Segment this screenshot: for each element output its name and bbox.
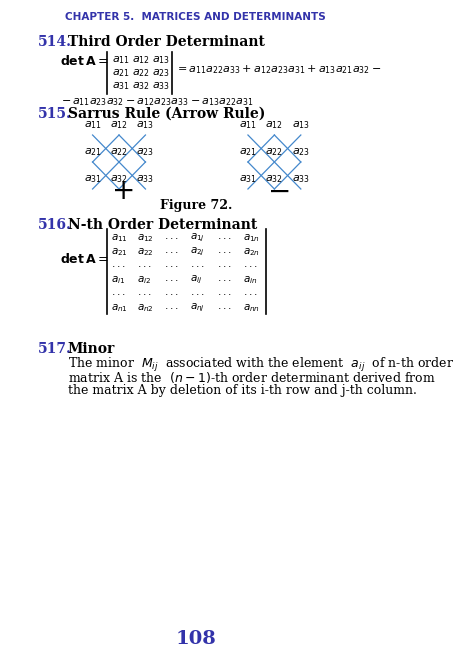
Text: $...$: $...$ [111,288,126,297]
Text: $...$: $...$ [111,260,126,269]
Text: $a_{22}$: $a_{22}$ [137,246,154,258]
Text: $...$: $...$ [164,260,179,269]
Text: $...$: $...$ [217,246,231,255]
Text: The minor  $M_{ij}$  associated with the element  $a_{ij}$  of n-th order: The minor $M_{ij}$ associated with the e… [68,356,454,374]
Text: $a_{13}$: $a_{13}$ [137,119,155,131]
Text: $a_{in}$: $a_{in}$ [243,274,257,286]
Text: $...$: $...$ [217,302,231,311]
Text: $a_{nj}$: $a_{nj}$ [190,302,205,314]
Text: $a_{21}$: $a_{21}$ [111,246,128,258]
Text: $...$: $...$ [217,274,231,283]
Text: Figure 72.: Figure 72. [160,199,232,212]
Text: $a_{13}$: $a_{13}$ [152,54,170,66]
Text: $a_{1n}$: $a_{1n}$ [243,232,260,244]
Text: $a_{23}$: $a_{23}$ [292,146,310,158]
Text: $...$: $...$ [164,302,179,311]
Text: Third Order Determinant: Third Order Determinant [68,35,264,49]
Text: $a_{21}$: $a_{21}$ [239,146,257,158]
Text: 516.: 516. [38,218,72,232]
Text: $= a_{11}a_{22}a_{33} + a_{12}a_{23}a_{31} + a_{13}a_{21}a_{32} -$: $= a_{11}a_{22}a_{33} + a_{12}a_{23}a_{3… [175,63,382,76]
Text: $a_{22}$: $a_{22}$ [110,146,128,158]
Text: $...$: $...$ [164,274,179,283]
Text: $a_{33}$: $a_{33}$ [152,80,170,92]
Text: $a_{22}$: $a_{22}$ [132,67,150,79]
Text: CHAPTER 5.  MATRICES AND DETERMINANTS: CHAPTER 5. MATRICES AND DETERMINANTS [65,12,326,22]
Text: $a_{n1}$: $a_{n1}$ [111,302,128,314]
Text: $a_{n2}$: $a_{n2}$ [137,302,154,314]
Text: $a_{32}$: $a_{32}$ [132,80,150,92]
Text: $a_{23}$: $a_{23}$ [152,67,170,79]
Text: Minor: Minor [68,342,115,356]
Text: $a_{2j}$: $a_{2j}$ [190,246,205,259]
Text: $+$: $+$ [111,178,134,205]
Text: $a_{nn}$: $a_{nn}$ [243,302,260,314]
Text: $a_{31}$: $a_{31}$ [239,174,257,185]
Text: $a_{23}$: $a_{23}$ [137,146,155,158]
Text: $a_{1j}$: $a_{1j}$ [190,232,205,245]
Text: $...$: $...$ [164,246,179,255]
Text: $a_{11}$: $a_{11}$ [83,119,101,131]
Text: 515.: 515. [38,107,72,121]
Text: $a_{i2}$: $a_{i2}$ [137,274,151,286]
Text: $a_{33}$: $a_{33}$ [137,174,155,185]
Text: $...$: $...$ [137,288,152,297]
Text: $a_{i1}$: $a_{i1}$ [111,274,125,286]
Text: $...$: $...$ [164,288,179,297]
Text: 108: 108 [175,630,216,648]
Text: N-th Order Determinant: N-th Order Determinant [68,218,257,232]
Text: 514.: 514. [38,35,72,49]
Text: $a_{11}$: $a_{11}$ [112,54,130,66]
Text: $...$: $...$ [190,288,205,297]
Text: Sarrus Rule (Arrow Rule): Sarrus Rule (Arrow Rule) [68,107,265,121]
Text: $a_{32}$: $a_{32}$ [110,174,128,185]
Text: $a_{21}$: $a_{21}$ [112,67,130,79]
Text: matrix A is the  $(n-1)$-th order determinant derived from: matrix A is the $(n-1)$-th order determi… [68,370,436,385]
Text: $...$: $...$ [137,260,152,269]
Text: $a_{32}$: $a_{32}$ [265,174,283,185]
Text: $a_{12}$: $a_{12}$ [137,232,154,244]
Text: $...$: $...$ [217,232,231,241]
Text: 517.: 517. [38,342,72,356]
Text: $a_{12}$: $a_{12}$ [110,119,128,131]
Text: $a_{33}$: $a_{33}$ [292,174,310,185]
Text: $...$: $...$ [217,288,231,297]
Text: $a_{11}$: $a_{11}$ [239,119,257,131]
Text: $a_{13}$: $a_{13}$ [292,119,310,131]
Text: $a_{ij}$: $a_{ij}$ [190,274,202,286]
Text: $a_{12}$: $a_{12}$ [265,119,283,131]
Text: $\mathbf{det\,A} =$: $\mathbf{det\,A} =$ [60,54,108,68]
Text: $...$: $...$ [164,232,179,241]
Text: $\mathbf{det\,A} =$: $\mathbf{det\,A} =$ [60,252,108,266]
Text: $a_{12}$: $a_{12}$ [132,54,150,66]
Text: $-\,a_{11}a_{23}a_{32} - a_{12}a_{23}a_{33} - a_{13}a_{22}a_{31}$: $-\,a_{11}a_{23}a_{32} - a_{12}a_{23}a_{… [61,96,254,108]
Text: $a_{2n}$: $a_{2n}$ [243,246,260,258]
Text: $...$: $...$ [190,260,205,269]
Text: the matrix A by deletion of its i-th row and j-th column.: the matrix A by deletion of its i-th row… [68,384,417,397]
Text: $a_{31}$: $a_{31}$ [83,174,101,185]
Text: $...$: $...$ [217,260,231,269]
Text: $...$: $...$ [243,260,258,269]
Text: $...$: $...$ [243,288,258,297]
Text: $a_{22}$: $a_{22}$ [265,146,283,158]
Text: $a_{31}$: $a_{31}$ [112,80,130,92]
Text: $-$: $-$ [266,178,289,205]
Text: $a_{21}$: $a_{21}$ [83,146,101,158]
Text: $a_{11}$: $a_{11}$ [111,232,128,244]
